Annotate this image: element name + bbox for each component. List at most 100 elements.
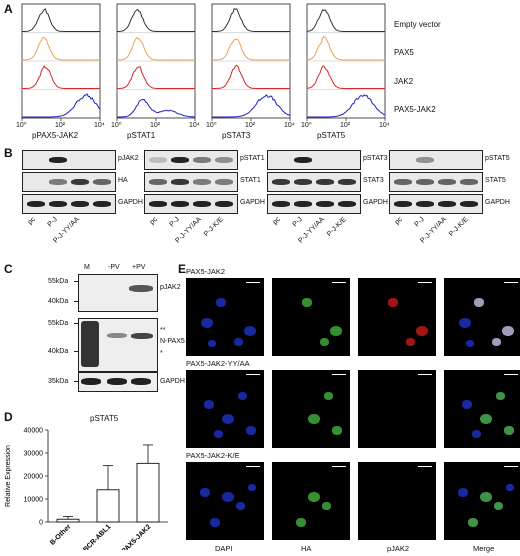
histogram-curve xyxy=(22,93,101,118)
micrograph xyxy=(358,370,436,448)
western-blot xyxy=(389,172,483,192)
protein-band xyxy=(316,201,334,207)
panel-b-label: B xyxy=(4,146,13,160)
histogram-curve xyxy=(306,65,385,89)
panel-d-label: D xyxy=(4,410,13,424)
protein-band xyxy=(49,157,67,163)
cell xyxy=(480,492,492,503)
y-tick-label: 10000 xyxy=(24,497,44,504)
histogram-curve xyxy=(212,94,291,118)
protein-band xyxy=(93,201,111,207)
micrograph xyxy=(358,462,436,540)
micrograph xyxy=(358,278,436,356)
western-blot xyxy=(78,318,158,372)
legend-entry: PAX5 xyxy=(394,48,414,57)
western-blot xyxy=(144,150,238,170)
marker-tick xyxy=(74,351,78,352)
cell xyxy=(210,518,220,527)
protein-band xyxy=(215,201,233,207)
micrograph xyxy=(186,278,264,356)
chart-title: pSTAT5 xyxy=(90,414,119,423)
cell xyxy=(236,502,245,510)
micrograph-column-label: pJAK2 xyxy=(387,544,410,553)
protein-band xyxy=(71,179,89,185)
histogram-curve xyxy=(212,64,290,89)
cell xyxy=(480,414,492,425)
legend-entry: JAK2 xyxy=(394,76,414,86)
x-tick-label: 10⁰ xyxy=(206,122,217,129)
protein-band xyxy=(394,201,412,207)
cell xyxy=(208,340,216,347)
cell xyxy=(468,518,478,527)
protein-band xyxy=(193,157,211,163)
micrograph-row-label: PAX5-JAK2 xyxy=(186,267,226,276)
western-blot xyxy=(78,372,158,392)
cell xyxy=(504,426,514,435)
panel-a-label: A xyxy=(4,2,13,16)
cell xyxy=(322,502,331,510)
protein-band xyxy=(272,179,290,185)
protein-band xyxy=(460,201,478,207)
micrograph xyxy=(272,278,350,356)
cell xyxy=(244,326,256,337)
cell xyxy=(302,298,312,307)
blot-row-label: N-PAX5 xyxy=(160,338,185,345)
scale-bar xyxy=(332,374,346,375)
protein-band xyxy=(416,157,434,163)
scale-bar xyxy=(504,374,518,375)
cell xyxy=(248,484,256,491)
cell xyxy=(204,400,214,409)
cell xyxy=(308,414,320,425)
protein-band xyxy=(149,201,167,207)
protein-band xyxy=(81,378,101,385)
protein-band xyxy=(171,179,189,185)
protein-band xyxy=(294,179,312,185)
y-tick-label: 20000 xyxy=(24,474,44,481)
western-blot xyxy=(22,194,116,214)
blot-row-label: pJAK2 xyxy=(160,284,181,291)
blot-row-label: pJAK2 xyxy=(118,155,139,162)
protein-band xyxy=(316,179,334,185)
x-tick-label: 10⁰ xyxy=(111,122,122,129)
histogram-curve xyxy=(306,35,385,61)
category-label: BCR-ABL1 xyxy=(82,523,112,550)
micrograph xyxy=(186,370,264,448)
scale-bar xyxy=(332,282,346,283)
cell xyxy=(458,488,468,497)
cell xyxy=(416,326,428,337)
histogram-curve xyxy=(117,66,195,89)
micrograph xyxy=(272,370,350,448)
x-tick-label: 10⁰ xyxy=(16,122,27,129)
cell xyxy=(494,502,503,510)
cell xyxy=(201,318,213,329)
micrograph-row-label: PAX5-JAK2-YY/AA xyxy=(186,359,250,368)
x-axis-label: pSTAT1 xyxy=(127,131,156,140)
cell xyxy=(222,492,234,503)
blot-row-label: GAPDH xyxy=(160,378,185,385)
legend-entry: PAX5-JAK2 xyxy=(394,105,436,114)
micrograph xyxy=(444,462,520,540)
blot-row-label: STAT5 xyxy=(485,177,506,184)
size-marker: 40kDa xyxy=(48,298,69,305)
histogram-curve xyxy=(306,9,385,32)
cell xyxy=(406,338,415,346)
protein-band xyxy=(193,179,211,185)
scale-bar xyxy=(332,466,346,467)
cell xyxy=(462,400,472,409)
cell xyxy=(496,392,505,400)
size-marker: 35kDa xyxy=(48,378,69,385)
blot-row-label: HA xyxy=(118,177,128,184)
marker-tick xyxy=(74,323,78,324)
protein-band xyxy=(460,179,478,185)
micrograph xyxy=(186,462,264,540)
marker-lane xyxy=(81,321,99,367)
histogram-curve xyxy=(117,98,195,118)
protein-band xyxy=(149,179,167,185)
x-tick-label: 10⁰ xyxy=(301,122,312,129)
protein-band xyxy=(93,179,111,185)
x-axis-label: pPAX5-JAK2 xyxy=(32,131,79,140)
micrograph-column-label: HA xyxy=(301,544,312,553)
bar xyxy=(56,518,80,523)
blot-row-label: pSTAT5 xyxy=(485,155,510,162)
flow-histograms xyxy=(21,3,386,121)
